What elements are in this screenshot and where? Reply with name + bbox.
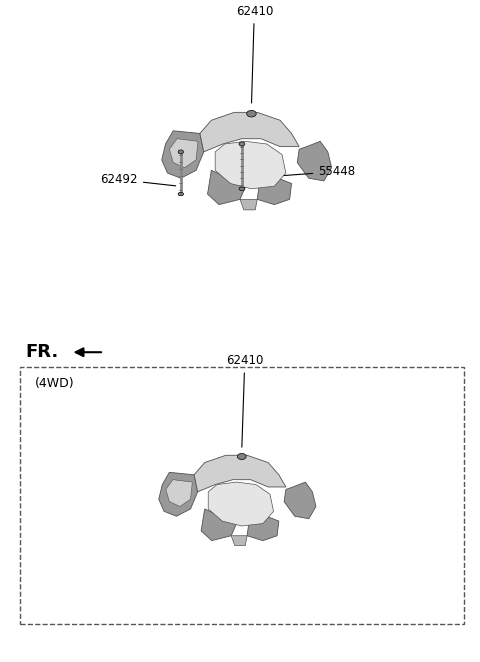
Text: 55448: 55448 bbox=[250, 165, 355, 178]
Polygon shape bbox=[166, 480, 192, 506]
Polygon shape bbox=[231, 536, 247, 545]
Ellipse shape bbox=[239, 187, 245, 191]
Text: 62492: 62492 bbox=[100, 173, 176, 186]
Polygon shape bbox=[240, 199, 257, 210]
Polygon shape bbox=[215, 142, 286, 189]
Ellipse shape bbox=[239, 142, 245, 146]
Polygon shape bbox=[207, 170, 246, 205]
Text: 62410: 62410 bbox=[226, 354, 264, 447]
Polygon shape bbox=[208, 482, 274, 526]
Text: 62410: 62410 bbox=[236, 5, 273, 103]
Bar bbox=[21, 367, 464, 624]
Polygon shape bbox=[194, 455, 286, 492]
Polygon shape bbox=[159, 473, 198, 516]
Polygon shape bbox=[284, 482, 316, 518]
Polygon shape bbox=[169, 139, 198, 167]
Ellipse shape bbox=[247, 111, 256, 117]
Polygon shape bbox=[162, 131, 204, 178]
Text: (4WD): (4WD) bbox=[35, 377, 74, 391]
Polygon shape bbox=[201, 509, 237, 541]
Polygon shape bbox=[200, 113, 299, 152]
Ellipse shape bbox=[178, 150, 183, 154]
Polygon shape bbox=[257, 178, 291, 205]
Polygon shape bbox=[297, 142, 332, 181]
Ellipse shape bbox=[237, 453, 246, 459]
Polygon shape bbox=[247, 516, 279, 541]
Ellipse shape bbox=[178, 193, 183, 196]
Text: FR.: FR. bbox=[25, 343, 59, 361]
